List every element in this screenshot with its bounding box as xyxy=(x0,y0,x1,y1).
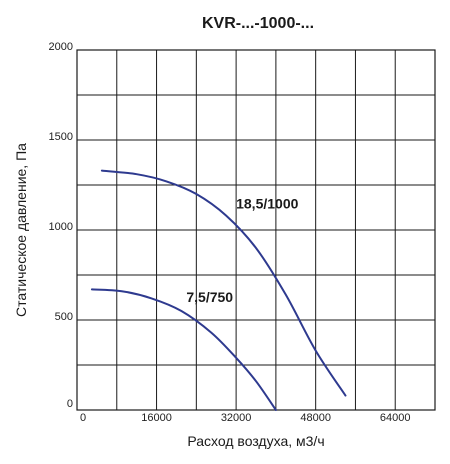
y-tick-label: 500 xyxy=(55,311,73,323)
y-tick-label: 0 xyxy=(67,398,73,410)
x-tick-label: 64000 xyxy=(380,412,411,424)
x-tick-labels: 0 16000 32000 48000 64000 xyxy=(80,412,411,424)
series-label-2: 7,5/750 xyxy=(186,289,233,305)
x-tick-label: 0 xyxy=(80,412,86,424)
x-tick-label: 32000 xyxy=(221,412,252,424)
x-tick-label: 16000 xyxy=(141,412,172,424)
series-label-1: 18,5/1000 xyxy=(236,195,298,211)
y-tick-label: 2000 xyxy=(49,41,73,53)
x-tick-label: 48000 xyxy=(300,412,331,424)
series-line-2 xyxy=(90,288,277,411)
y-axis-label: Статическое давление, Па xyxy=(13,143,29,317)
series-line-1 xyxy=(100,169,347,397)
plot-frame xyxy=(76,49,436,411)
y-tick-label: 1500 xyxy=(49,131,73,143)
chart-title: KVR-...-1000-... xyxy=(202,15,314,32)
y-tick-label: 1000 xyxy=(49,221,73,233)
series: 18,5/1000 7,5/750 xyxy=(90,169,347,411)
x-axis-label: Расход воздуха, м3/ч xyxy=(187,433,324,449)
y-tick-labels: 0 500 1000 1500 2000 xyxy=(49,41,73,410)
grid xyxy=(77,50,435,410)
